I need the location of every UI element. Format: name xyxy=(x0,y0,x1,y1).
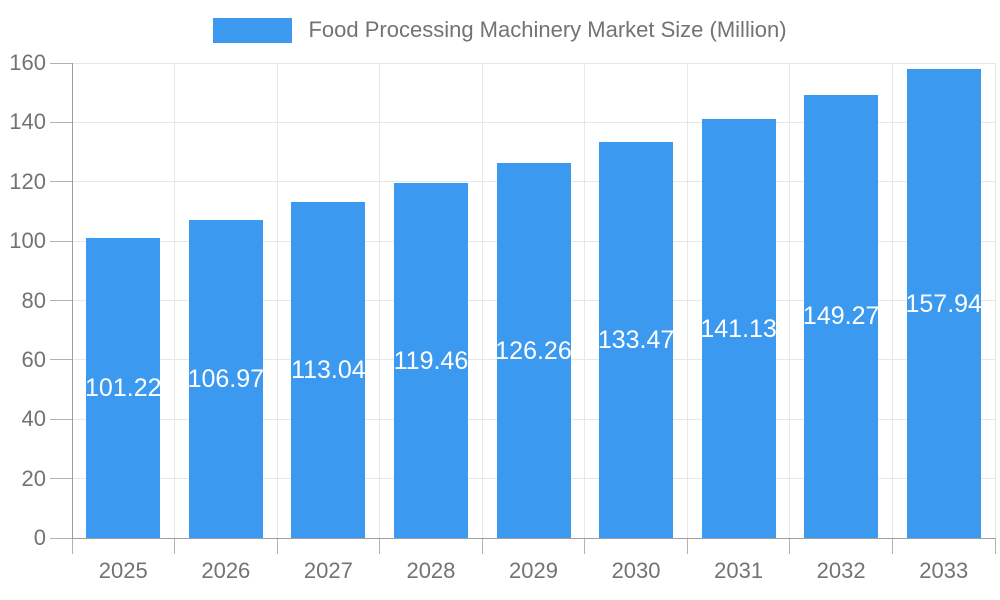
y-axis-label: 0 xyxy=(33,525,46,550)
bar-value-label: 113.04 xyxy=(291,356,366,385)
x-axis-label: 2032 xyxy=(816,558,866,583)
y-axis-label: 40 xyxy=(21,406,46,432)
x-gridline xyxy=(891,63,893,538)
x-axis-line xyxy=(72,537,995,539)
bar-2029[interactable] xyxy=(496,163,571,538)
bar-value-label: 119.46 xyxy=(393,346,469,375)
x-axis-tick xyxy=(276,538,278,554)
plot-right-border xyxy=(994,63,996,538)
x-axis-label: 2025 xyxy=(98,558,148,583)
x-gridline xyxy=(789,63,791,538)
y-axis-tick xyxy=(50,181,72,183)
x-gridline xyxy=(481,63,483,538)
bar-2032[interactable] xyxy=(804,94,879,538)
x-gridline xyxy=(686,63,688,538)
bar-value-label: 106.97 xyxy=(187,365,265,394)
y-axis-label: 160 xyxy=(9,50,46,75)
x-axis-tick xyxy=(379,538,381,554)
bar-2033[interactable] xyxy=(906,69,981,538)
x-axis-tick xyxy=(789,538,791,554)
x-axis-tick xyxy=(174,538,176,554)
x-axis-tick xyxy=(891,538,893,554)
x-gridline xyxy=(379,63,381,538)
x-axis-label: 2029 xyxy=(509,558,558,583)
bar-2026[interactable] xyxy=(188,220,263,538)
x-axis-tick xyxy=(71,538,73,554)
bar-2030[interactable] xyxy=(599,141,674,538)
x-axis-tick xyxy=(686,538,688,554)
y-axis-label: 120 xyxy=(9,168,46,194)
y-axis-label: 80 xyxy=(21,287,46,313)
y-gridline xyxy=(72,62,995,64)
bar-2031[interactable] xyxy=(701,119,776,538)
x-gridline xyxy=(584,63,586,538)
x-axis-label: 2033 xyxy=(919,558,969,583)
y-axis-label: 60 xyxy=(21,346,46,372)
x-axis-tick xyxy=(584,538,586,554)
legend-swatch xyxy=(213,17,293,43)
y-axis-line xyxy=(71,63,73,538)
y-axis-tick xyxy=(50,359,72,361)
x-axis-label: 2031 xyxy=(714,558,764,583)
y-gridline xyxy=(72,121,995,123)
y-axis-tick xyxy=(50,300,72,301)
x-axis-tick xyxy=(994,538,996,554)
bar-value-label: 149.27 xyxy=(802,302,880,331)
legend-label: Food Processing Machinery Market Size (M… xyxy=(308,17,787,42)
y-axis-tick xyxy=(50,418,72,420)
bar-value-label: 101.22 xyxy=(85,373,162,402)
bar-2028[interactable] xyxy=(393,183,468,538)
bar-value-label: 141.13 xyxy=(700,314,777,343)
legend-item[interactable]: Food Processing Machinery Market Size (M… xyxy=(0,17,1000,43)
y-axis-label: 100 xyxy=(9,228,46,254)
bar-value-label: 126.26 xyxy=(495,336,572,365)
y-axis-tick xyxy=(50,537,72,539)
y-axis-tick xyxy=(50,478,72,480)
x-axis-label: 2027 xyxy=(303,558,353,583)
bar-2025[interactable] xyxy=(86,237,161,538)
y-axis-tick xyxy=(50,62,72,64)
x-axis-label: 2026 xyxy=(201,558,251,583)
bar-value-label: 157.94 xyxy=(905,289,982,318)
bar-value-label: 133.47 xyxy=(597,325,675,354)
y-axis-label: 140 xyxy=(9,109,46,135)
y-axis-tick xyxy=(50,240,72,242)
x-axis-tick xyxy=(481,538,483,554)
y-axis-tick xyxy=(50,121,72,123)
bar-2027[interactable] xyxy=(291,202,366,538)
y-axis-label: 20 xyxy=(21,465,46,491)
x-axis-label: 2028 xyxy=(406,558,456,583)
x-gridline xyxy=(174,63,176,538)
x-axis-label: 2030 xyxy=(611,558,661,583)
x-gridline xyxy=(276,63,278,538)
